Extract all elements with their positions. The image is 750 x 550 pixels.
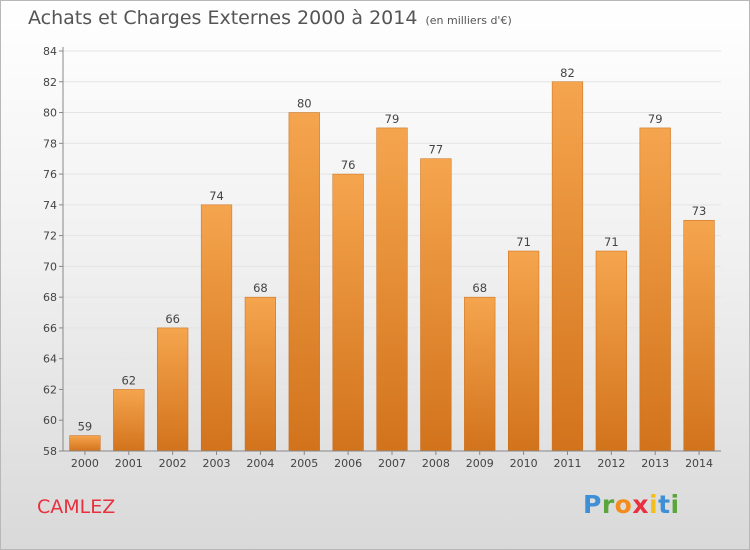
data-label: 80 xyxy=(297,97,312,111)
data-label: 71 xyxy=(516,235,531,249)
x-tick-label: 2005 xyxy=(290,457,318,470)
x-tick-label: 2001 xyxy=(115,457,143,470)
y-tick-label: 72 xyxy=(43,230,57,243)
bar xyxy=(69,435,101,452)
data-label: 73 xyxy=(692,204,707,218)
data-label: 66 xyxy=(165,312,180,326)
x-tick-label: 2006 xyxy=(334,457,362,470)
x-tick-label: 2009 xyxy=(466,457,494,470)
bar xyxy=(683,219,715,452)
data-label: 82 xyxy=(560,66,575,80)
x-tick-label: 2004 xyxy=(246,457,274,470)
y-tick-label: 74 xyxy=(43,199,57,212)
axes: 58 60 62 64 66 68 70 72 74 76 78 80 82 84 2000 2001 2002… xyxy=(43,45,721,470)
data-label: 59 xyxy=(78,420,93,434)
y-tick-label: 82 xyxy=(43,76,57,89)
data-label: 77 xyxy=(429,143,444,157)
y-tick-label: 80 xyxy=(43,107,57,120)
logo-letter: x xyxy=(632,490,649,519)
bar xyxy=(507,250,540,452)
logo-letter: t xyxy=(658,490,671,519)
x-tick-label: 2012 xyxy=(597,457,625,470)
data-label: 62 xyxy=(121,373,136,387)
data-label: 71 xyxy=(604,235,619,249)
bar xyxy=(244,296,277,452)
y-tick-label: 84 xyxy=(43,45,57,58)
y-tick-label: 58 xyxy=(43,445,57,458)
commune-name: CAMLEZ xyxy=(37,496,116,518)
logo-letter: o xyxy=(614,490,633,519)
bar xyxy=(288,112,320,452)
bar xyxy=(200,204,233,452)
chart-subtitle: (en milliers d'€) xyxy=(425,14,512,27)
bar xyxy=(551,81,584,452)
bar xyxy=(157,327,189,452)
x-tick-label: 2000 xyxy=(71,457,99,470)
y-tick-label: 70 xyxy=(43,260,57,273)
x-tick-label: 2010 xyxy=(510,457,538,470)
y-tick-label: 66 xyxy=(43,322,57,335)
data-label: 74 xyxy=(209,189,224,203)
data-label: 68 xyxy=(253,281,268,295)
bar xyxy=(376,127,408,452)
bar xyxy=(332,173,364,452)
x-tick-label: 2013 xyxy=(641,457,669,470)
y-tick-label: 68 xyxy=(43,291,57,304)
x-tick-label: 2011 xyxy=(553,457,581,470)
bar xyxy=(113,389,145,452)
logo-letter: i xyxy=(670,490,680,519)
y-tick-label: 76 xyxy=(43,168,57,181)
logo-letter: i xyxy=(649,490,659,519)
bars: 59 62 66 74 68 80 76 79 77 68 71 82 71 79 73 xyxy=(69,66,715,452)
data-label: 79 xyxy=(385,112,400,126)
bar xyxy=(595,250,627,452)
bar xyxy=(639,127,671,452)
proxiti-logo: Proxiti xyxy=(583,490,680,519)
y-tick-label: 78 xyxy=(43,137,57,150)
y-tick-label: 64 xyxy=(43,353,57,366)
x-tick-label: 2007 xyxy=(378,457,406,470)
data-label: 79 xyxy=(648,112,663,126)
x-tick-label: 2002 xyxy=(159,457,187,470)
data-label: 68 xyxy=(472,281,487,295)
y-tick-label: 62 xyxy=(43,383,57,396)
logo-letter: P xyxy=(583,490,602,519)
bar xyxy=(420,158,452,452)
chart-title: Achats et Charges Externes 2000 à 2014 (e… xyxy=(28,7,512,29)
x-tick-label: 2008 xyxy=(422,457,450,470)
x-tick-label: 2014 xyxy=(685,457,713,470)
x-tick-label: 2003 xyxy=(203,457,231,470)
data-label: 76 xyxy=(341,158,356,172)
y-tick-label: 60 xyxy=(43,414,57,427)
logo-letter: r xyxy=(601,490,615,519)
bar xyxy=(464,296,496,452)
